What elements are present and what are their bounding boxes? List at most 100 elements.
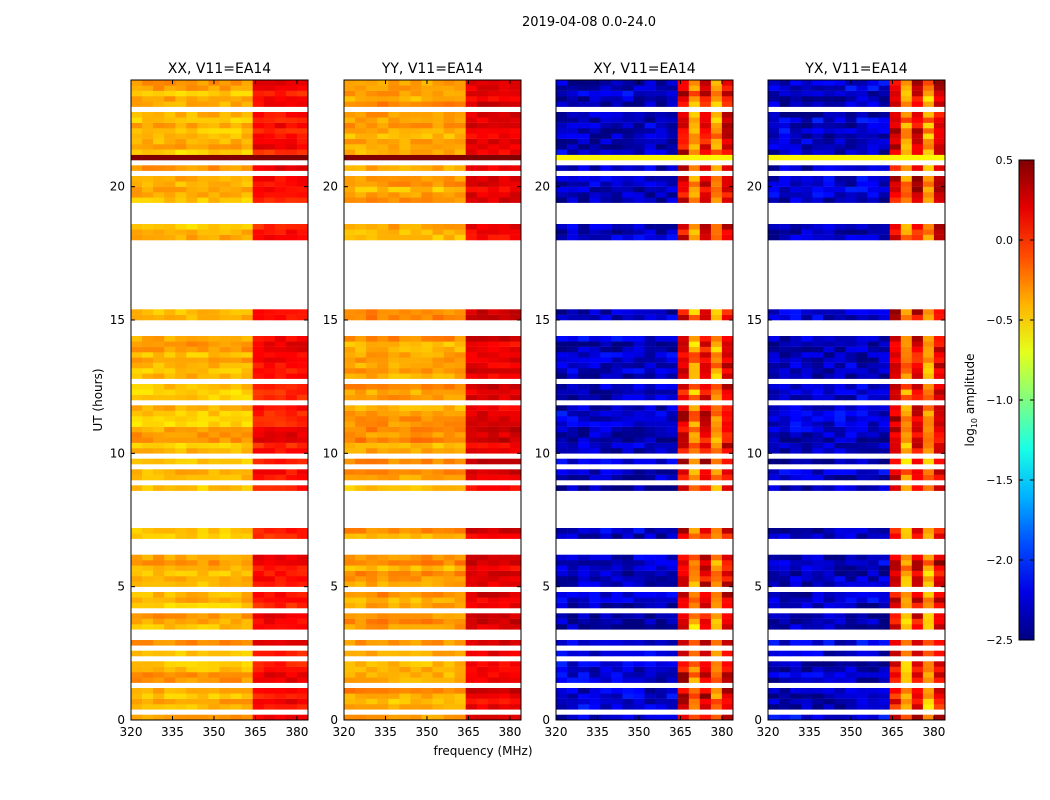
heatmap-cell	[274, 176, 287, 182]
heatmap-cell	[230, 80, 242, 86]
heatmap-cell	[410, 650, 422, 657]
heatmap-cell	[454, 122, 466, 129]
heatmap-cell	[432, 528, 444, 534]
heatmap-cell	[878, 352, 890, 358]
heatmap-cell	[219, 416, 231, 422]
heatmap-cell	[377, 650, 389, 657]
heatmap-cell	[900, 138, 913, 145]
colorbar-tick-label: −1.5	[986, 474, 1013, 487]
heatmap-cell	[622, 314, 634, 321]
heatmap-cell	[476, 554, 489, 561]
heatmap-cell	[366, 352, 378, 358]
heatmap-cell	[768, 554, 780, 561]
heatmap-cell	[465, 554, 478, 561]
heatmap-cell	[644, 437, 656, 443]
heatmap-cell	[710, 336, 723, 342]
heatmap-cell	[344, 624, 356, 630]
heatmap-cell	[834, 570, 846, 577]
heatmap-cell	[153, 693, 165, 699]
heatmap-cell	[252, 528, 265, 534]
heatmap-cell	[355, 224, 367, 230]
heatmap-cell	[410, 149, 422, 155]
heatmap-cell	[779, 581, 791, 587]
heatmap-cell	[197, 661, 209, 667]
heatmap-cell	[421, 432, 433, 438]
heatmap-cell	[567, 448, 579, 454]
heatmap-cell	[589, 357, 601, 363]
heatmap-cell	[911, 192, 924, 198]
heatmap-cell	[922, 474, 935, 481]
heatmap-cell	[142, 165, 154, 171]
heatmap-cell	[699, 661, 712, 667]
heatmap-cell	[498, 192, 511, 198]
heatmap-cell	[633, 234, 645, 241]
heatmap-cell	[768, 133, 780, 139]
heatmap-cell	[578, 149, 590, 155]
heatmap-cell	[611, 602, 623, 609]
heatmap-cell	[611, 437, 623, 443]
heatmap-cell	[263, 602, 276, 609]
heatmap-cell	[655, 405, 667, 411]
heatmap-cell	[779, 533, 791, 539]
y-tick-label: 10	[535, 446, 550, 460]
heatmap-cell	[600, 176, 612, 182]
heatmap-cell	[230, 410, 242, 417]
heatmap-cell	[589, 192, 601, 198]
heatmap-cell	[388, 176, 400, 182]
heatmap-cell	[622, 618, 634, 625]
heatmap-cell	[131, 602, 143, 609]
heatmap-cell	[779, 666, 791, 673]
heatmap-cell	[812, 458, 824, 465]
heatmap-cell	[611, 341, 623, 347]
heatmap-cell	[889, 165, 902, 171]
heatmap-cell	[252, 554, 265, 561]
heatmap-cell	[900, 458, 913, 465]
heatmap-cell	[366, 533, 378, 539]
heatmap-cell	[845, 362, 857, 369]
heatmap-cell	[710, 101, 723, 107]
heatmap-cell	[285, 309, 298, 315]
heatmap-cell	[377, 416, 389, 422]
heatmap-cell	[622, 666, 634, 673]
heatmap-cell	[710, 224, 723, 230]
heatmap-cell	[344, 581, 356, 587]
heatmap-cell	[164, 181, 176, 187]
heatmap-cell	[197, 677, 209, 683]
heatmap-cell	[131, 474, 143, 481]
heatmap-cell	[677, 576, 690, 582]
heatmap-cell	[556, 661, 568, 667]
heatmap-cell	[241, 96, 253, 102]
heatmap-cell	[432, 432, 444, 438]
heatmap-cell	[779, 176, 791, 182]
heatmap-cell	[666, 341, 678, 347]
heatmap-cell	[655, 528, 667, 534]
heatmap-cell	[355, 144, 367, 150]
heatmap-cell	[164, 197, 176, 203]
heatmap-cell	[498, 688, 511, 694]
heatmap-cell	[677, 474, 690, 481]
heatmap-cell	[355, 554, 367, 561]
heatmap-cell	[377, 485, 389, 491]
heatmap-cell	[208, 192, 220, 198]
heatmap-cell	[611, 570, 623, 577]
heatmap-cell	[454, 688, 466, 694]
heatmap-cell	[867, 698, 879, 705]
heatmap-cell	[487, 309, 500, 315]
heatmap-cell	[465, 346, 478, 353]
heatmap-cell	[900, 389, 913, 395]
heatmap-cell	[410, 90, 422, 97]
heatmap-cell	[186, 602, 198, 609]
heatmap-cell	[666, 416, 678, 422]
heatmap-cell	[911, 597, 924, 603]
heatmap-cell	[476, 613, 489, 619]
heatmap-cell	[589, 528, 601, 534]
heatmap-cell	[355, 405, 367, 411]
heatmap-cell	[933, 181, 946, 187]
heatmap-cell	[377, 341, 389, 347]
heatmap-cell	[589, 714, 601, 721]
heatmap-cell	[556, 154, 568, 161]
heatmap-cell	[208, 357, 220, 363]
heatmap-cell	[131, 346, 143, 353]
heatmap-cell	[366, 186, 378, 193]
